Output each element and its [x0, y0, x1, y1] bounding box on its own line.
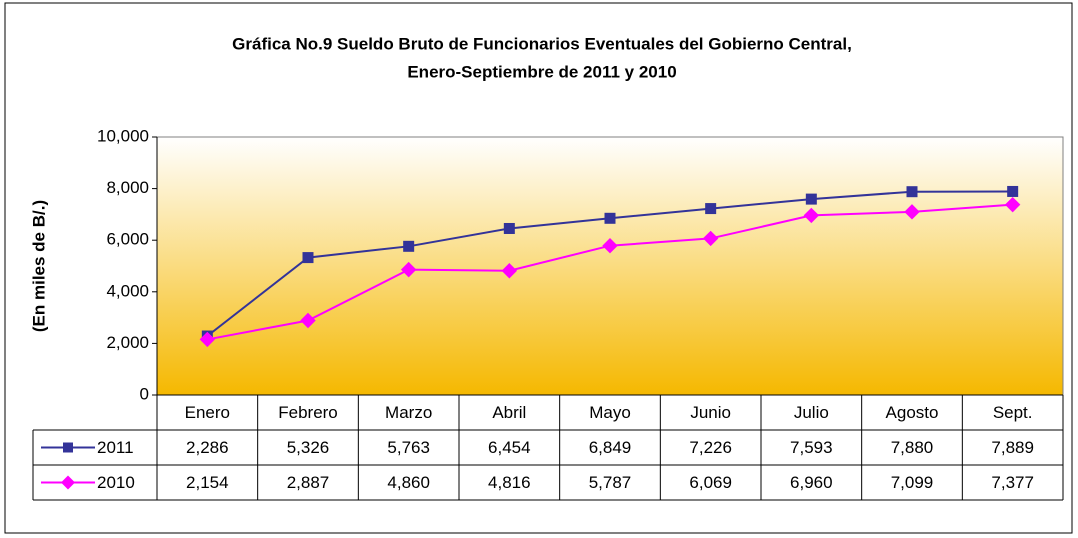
x-tick-label: Sept.	[993, 403, 1033, 422]
x-tick-label: Mayo	[589, 403, 631, 422]
legend-label: 2010	[97, 473, 135, 492]
data-point	[300, 312, 316, 329]
chart-title: Enero-Septiembre de 2011 y 2010	[407, 62, 676, 81]
y-axis-label: (En miles de B/.)	[29, 200, 48, 332]
chart-title: Gráfica No.9 Sueldo Bruto de Funcionario…	[232, 34, 852, 53]
x-tick-label: Febrero	[278, 403, 338, 422]
y-tick-label: 4,000	[106, 281, 149, 300]
table-value: 2,286	[186, 438, 229, 457]
legend-marker	[63, 442, 73, 453]
x-tick-label: Junio	[690, 403, 731, 422]
y-tick-label: 8,000	[106, 178, 149, 197]
table-value: 6,454	[488, 438, 531, 457]
data-point	[400, 261, 417, 278]
x-tick-label: Marzo	[385, 403, 432, 422]
legend-label: 2011	[97, 438, 134, 457]
table-value: 4,816	[488, 473, 531, 492]
data-point	[906, 186, 918, 198]
data-point	[1007, 185, 1019, 197]
y-tick-label: 10,000	[97, 126, 149, 145]
plot-area	[156, 136, 1064, 396]
data-point	[803, 207, 820, 224]
data-point	[604, 212, 616, 224]
table-value: 2,154	[186, 473, 229, 492]
table-value: 7,377	[991, 473, 1034, 492]
table-value: 6,960	[790, 473, 833, 492]
data-point	[503, 222, 515, 234]
table-value: 7,880	[891, 438, 934, 457]
table-value: 7,226	[689, 438, 732, 457]
data-point	[702, 230, 719, 247]
table-value: 7,099	[891, 473, 934, 492]
legend-marker	[61, 475, 75, 490]
table-value: 2,887	[287, 473, 330, 492]
data-point	[602, 237, 618, 254]
data-point	[805, 193, 817, 205]
table-value: 7,593	[790, 438, 833, 457]
y-tick-label: 2,000	[106, 333, 149, 352]
table-value: 6,069	[689, 473, 732, 492]
x-tick-label: Agosto	[886, 403, 939, 422]
data-point	[904, 204, 920, 220]
x-tick-label: Abril	[492, 403, 526, 422]
x-tick-label: Julio	[794, 403, 829, 422]
data-point	[302, 252, 314, 264]
table-value: 5,763	[387, 438, 430, 457]
table-value: 6,849	[589, 438, 632, 457]
y-tick-label: 6,000	[106, 230, 149, 249]
data-point	[501, 263, 518, 279]
table-value: 5,787	[589, 473, 632, 492]
table-value: 4,860	[387, 473, 430, 492]
y-tick-label: 0	[140, 384, 149, 403]
data-point	[403, 240, 415, 252]
data-point	[1004, 196, 1021, 213]
table-value: 5,326	[287, 438, 330, 457]
table-value: 7,889	[991, 438, 1034, 457]
data-point	[705, 203, 717, 215]
data-point	[199, 331, 216, 348]
x-tick-label: Enero	[185, 403, 230, 422]
